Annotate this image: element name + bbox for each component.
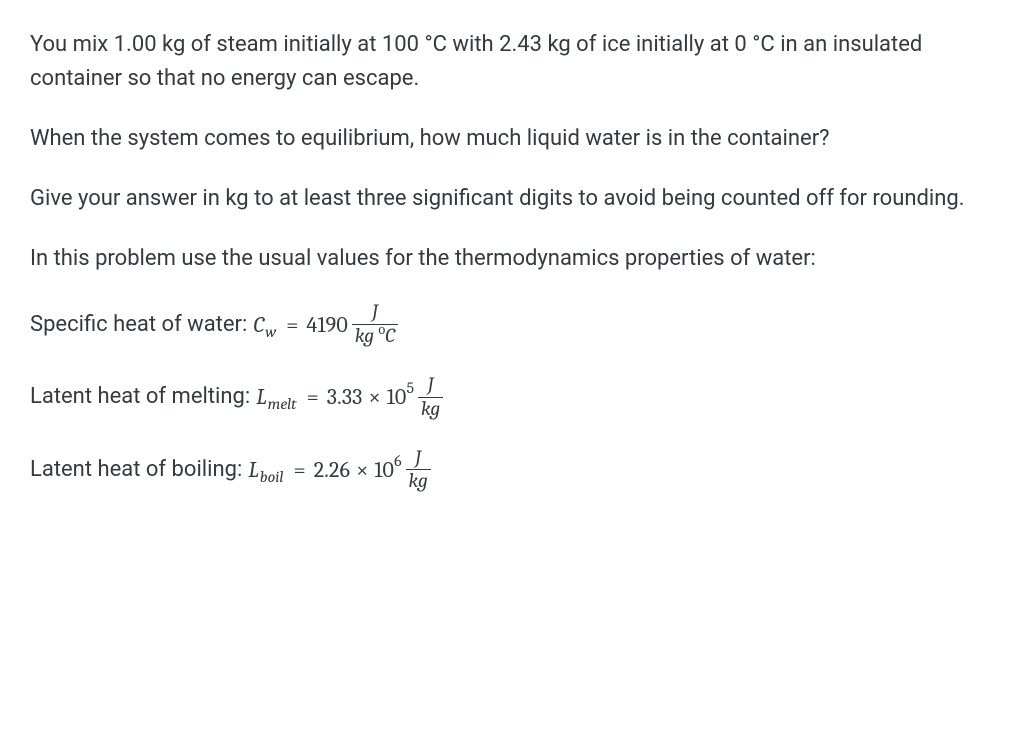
symbol-C: C [253,308,264,342]
symbol-L: L [256,380,266,414]
problem-paragraph-3: Give your answer in kg to at least three… [30,182,994,216]
exponent: 6 [394,449,401,474]
coefficient: 3.33 [327,380,363,414]
unit-fraction: J kg [406,448,431,493]
formula-label: Latent heat of boiling: [30,453,242,487]
exponent: 5 [406,376,414,401]
value: 4190 [306,308,347,342]
formula-latent-boil: Latent heat of boiling: Lboil = 2.26 × 1… [30,448,994,493]
formula-specific-heat: Specific heat of water: Cw = 4190 J kg o… [30,302,994,347]
unit-fraction: J kg oC [352,302,398,347]
subscript-melt: melt [268,392,297,417]
subscript-boil: boil [260,465,284,490]
unit-numerator: J [425,375,437,397]
formula-latent-melt: Latent heat of melting: Lmelt = 3.33 × 1… [30,375,994,420]
formula-math: Lboil = 2.26 × 106 J kg [248,448,430,493]
unit-fraction: J kg [418,375,443,420]
base: 10 [374,453,394,487]
unit-denominator: kg [418,397,443,420]
symbol-L: L [248,453,258,487]
equals-sign: = [307,380,319,414]
base: 10 [387,380,407,414]
times-sign: × [356,453,368,487]
subscript-w: w [265,320,276,345]
coefficient: 2.26 [314,453,350,487]
problem-paragraph-4: In this problem use the usual values for… [30,242,994,276]
problem-paragraph-2: When the system comes to equilibrium, ho… [30,122,994,156]
equals-sign: = [293,453,305,487]
problem-paragraph-1: You mix 1.00 kg of steam initially at 10… [30,28,994,96]
formula-math: Cw = 4190 J kg oC [253,302,398,347]
unit-denominator: kg [406,469,431,492]
formula-math: Lmelt = 3.33 × 105 J kg [256,375,443,420]
formula-label: Specific heat of water: [30,308,247,342]
equals-sign: = [286,308,298,342]
times-sign: × [369,380,381,414]
formula-label: Latent heat of melting: [30,380,250,414]
unit-denominator: kg oC [352,324,398,347]
unit-numerator: J [412,448,424,470]
